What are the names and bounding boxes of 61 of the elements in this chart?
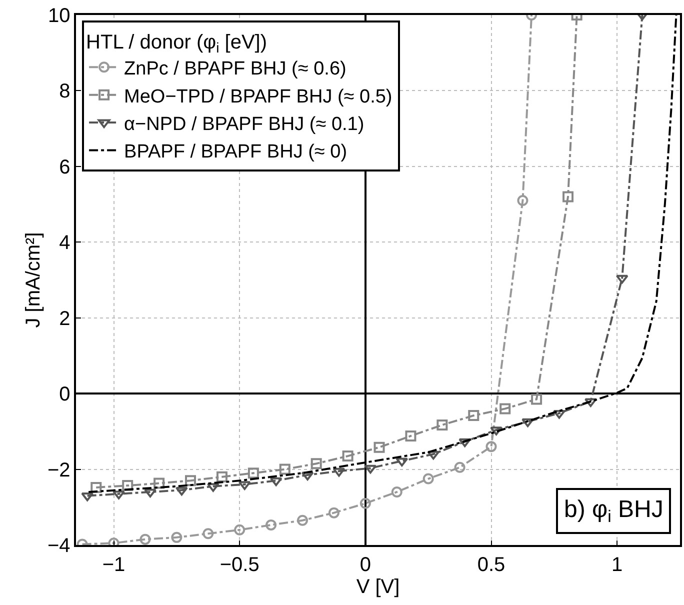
y-tick-label: −4 <box>47 535 70 557</box>
legend-label: BPAPF / BPAPF BHJ (≈ 0) <box>124 142 348 163</box>
point <box>490 426 502 436</box>
y-tick-label: 6 <box>59 156 70 178</box>
x-tick-label: 1 <box>612 554 623 576</box>
point <box>266 519 277 530</box>
annotation: b) φ$_{i}$ BHJ <box>564 496 664 526</box>
y-tick-label: 0 <box>59 384 70 406</box>
point <box>144 488 156 498</box>
legend-label: α−NPD / BPAPF BHJ (≈ 0.1) <box>124 114 364 135</box>
x-tick-label: 0.5 <box>477 554 506 576</box>
point <box>185 475 196 486</box>
point <box>112 490 125 500</box>
legend-label: MeO−TPD / BPAPF BHJ (≈ 0.5) <box>124 86 392 108</box>
point <box>216 471 228 482</box>
point <box>279 464 290 475</box>
point <box>500 403 511 414</box>
y-tick-label: 4 <box>59 232 70 254</box>
point <box>427 450 440 460</box>
point <box>360 498 371 509</box>
point <box>364 464 377 474</box>
point <box>140 534 151 545</box>
point <box>154 478 165 489</box>
x-tick-label: −1 <box>102 554 126 576</box>
point <box>405 430 416 442</box>
y-tick-label: −2 <box>47 459 70 482</box>
y-tick-label: 8 <box>59 80 70 103</box>
y-tick-label: 2 <box>59 308 70 330</box>
point <box>234 524 246 536</box>
point <box>270 477 282 486</box>
legend-label: ZnPc / BPAPF BHJ (≈ 0.6) <box>124 58 346 80</box>
x-tick-label: −0.5 <box>220 554 260 576</box>
point <box>176 486 188 496</box>
point <box>122 480 134 492</box>
point <box>90 482 102 493</box>
point <box>422 473 434 484</box>
x-tick-label: 0 <box>360 554 371 576</box>
point <box>328 507 340 518</box>
point <box>454 462 466 473</box>
point <box>297 514 308 526</box>
point <box>248 468 259 479</box>
legend-title: HTL / donor (φ$_{i}$ [eV]) <box>86 31 268 56</box>
y-axis-title: J [mA/cm²] <box>22 232 44 328</box>
point <box>458 438 472 448</box>
point <box>374 442 385 453</box>
x-axis-title: V [V] <box>356 576 400 598</box>
point <box>342 450 354 462</box>
point <box>468 410 480 422</box>
point <box>522 418 534 428</box>
point <box>310 458 322 470</box>
point <box>171 532 182 543</box>
point <box>332 468 346 477</box>
point <box>584 398 597 408</box>
point <box>553 410 566 419</box>
y-tick-label: 10 <box>48 5 70 27</box>
point <box>616 274 628 284</box>
point <box>486 441 497 452</box>
point <box>436 419 448 430</box>
point <box>531 394 542 405</box>
point <box>202 528 214 540</box>
point <box>391 486 402 498</box>
